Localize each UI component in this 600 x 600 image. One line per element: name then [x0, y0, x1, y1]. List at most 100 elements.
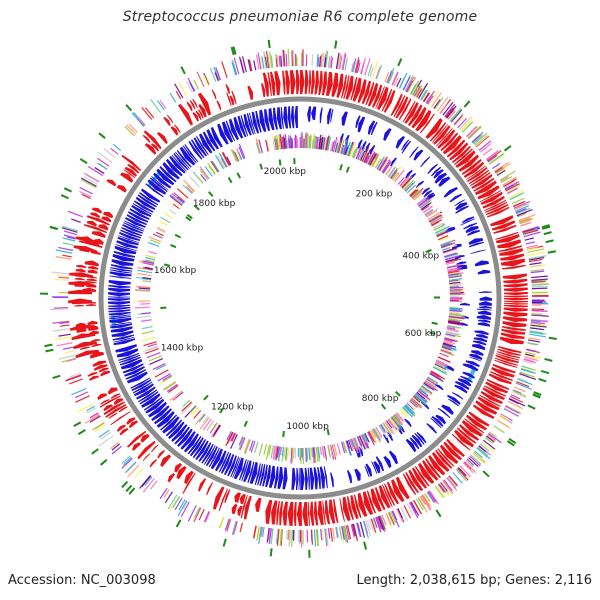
reverse-gene-arrow — [175, 151, 190, 169]
forward-gene-arrow — [70, 324, 95, 331]
reverse-gene-arrow — [330, 472, 334, 488]
reverse-gene-arrow — [465, 360, 480, 368]
inner-cog-tick — [381, 164, 388, 173]
inner-cog-tick — [173, 192, 186, 203]
outer-cog-tick — [77, 403, 94, 413]
inner-cog-tick — [382, 160, 392, 174]
forward-gene-arrow — [269, 71, 276, 96]
outer-cog-tick — [89, 415, 101, 423]
forward-gene-arrow — [98, 224, 109, 231]
forward-gene-arrow — [74, 304, 85, 307]
forward-gene-arrow — [231, 504, 238, 515]
outer-cog-tick — [238, 56, 245, 74]
reverse-gene-arrow — [375, 456, 385, 472]
outer-cog-tick — [178, 499, 186, 511]
reverse-gene-arrow — [291, 467, 296, 490]
outer-cog-tick — [442, 101, 454, 116]
inner-cog-tick — [289, 136, 292, 149]
inner-cog-tick — [356, 436, 362, 447]
inner-cog-tick — [325, 135, 330, 151]
inner-cog-tick — [176, 196, 185, 204]
forward-gene-arrow — [436, 128, 453, 147]
outer-cog-tick — [518, 214, 536, 222]
reverse-gene-arrow — [110, 264, 133, 270]
outer-cog-tick — [86, 405, 96, 412]
outer-cog-tick — [509, 192, 525, 200]
forward-gene-arrow — [365, 82, 375, 106]
inner-cog-tick — [445, 257, 459, 263]
forward-gene-arrow — [491, 367, 515, 378]
reverse-gene-arrow — [198, 442, 212, 462]
inner-cog-tick — [443, 341, 454, 346]
outer-cog-tick — [74, 391, 89, 399]
rna-mark — [540, 369, 550, 375]
inner-cog-tick — [352, 146, 358, 158]
inner-cog-tick — [380, 423, 390, 436]
outer-cog-tick — [83, 172, 100, 183]
reverse-gene-arrow — [225, 120, 236, 142]
forward-gene-arrow — [453, 148, 473, 165]
inner-cog-tick — [339, 139, 345, 154]
reverse-gene-arrow — [113, 338, 136, 346]
outer-cog-tick — [524, 353, 535, 357]
inner-cog-tick — [405, 404, 416, 415]
reverse-gene-arrow — [202, 131, 216, 152]
inner-cog-tick — [157, 373, 171, 382]
forward-gene-arrow — [78, 240, 103, 248]
reverse-gene-arrow — [241, 459, 249, 482]
outer-cog-tick — [439, 104, 447, 114]
outer-cog-tick — [178, 82, 187, 97]
outer-cog-tick — [388, 72, 394, 84]
inner-cog-tick — [342, 139, 348, 155]
inner-cog-tick — [373, 428, 381, 441]
outer-cog-tick — [266, 527, 270, 543]
inner-cog-tick — [428, 215, 439, 223]
outer-cog-tick — [492, 162, 501, 169]
forward-gene-arrow — [240, 494, 248, 519]
forward-gene-arrow — [184, 470, 194, 485]
forward-gene-arrow — [107, 387, 118, 395]
outer-cog-tick — [472, 452, 483, 462]
outer-cog-tick — [387, 512, 394, 524]
inner-cog-tick — [403, 179, 415, 191]
forward-gene-arrow — [309, 501, 315, 526]
outer-cog-tick — [205, 75, 211, 85]
outer-cog-tick — [495, 167, 508, 175]
reverse-gene-arrow — [233, 457, 244, 480]
forward-gene-arrow — [247, 85, 254, 101]
inner-cog-tick — [141, 330, 154, 335]
outer-cog-tick — [445, 107, 455, 119]
inner-cog-tick — [326, 135, 331, 151]
outer-cog-tick — [460, 117, 474, 132]
inner-cog-tick — [291, 447, 294, 463]
reverse-gene-arrow — [110, 323, 133, 329]
inner-cog-tick — [412, 190, 423, 200]
outer-cog-tick — [385, 513, 392, 525]
inner-cog-tick — [433, 224, 445, 231]
inner-cog-tick — [434, 363, 447, 370]
inner-cog-tick — [282, 447, 285, 458]
outer-cog-tick — [66, 374, 82, 381]
inner-cog-tick — [372, 428, 381, 443]
inner-cog-tick — [204, 166, 213, 177]
outer-cog-tick — [424, 493, 431, 502]
forward-gene-arrow — [501, 328, 526, 335]
reverse-gene-arrow — [182, 145, 197, 164]
inner-cog-tick — [192, 171, 204, 184]
outer-cog-tick — [232, 62, 237, 76]
outer-cog-tick — [530, 318, 549, 322]
reverse-gene-arrow — [425, 192, 435, 200]
reverse-gene-arrow — [171, 424, 188, 442]
inner-cog-tick — [449, 287, 465, 290]
inner-cog-tick — [348, 145, 354, 157]
outer-cog-tick — [356, 522, 362, 538]
forward-gene-arrow — [226, 92, 232, 107]
inner-cog-tick — [168, 209, 177, 215]
inner-cog-tick — [346, 143, 353, 156]
outer-cog-tick — [503, 179, 515, 188]
reverse-strand-track — [108, 106, 492, 491]
reverse-gene-arrow — [277, 466, 284, 489]
inner-cog-tick — [448, 271, 460, 275]
outer-cog-tick — [484, 437, 494, 444]
outer-cog-tick — [378, 515, 386, 532]
